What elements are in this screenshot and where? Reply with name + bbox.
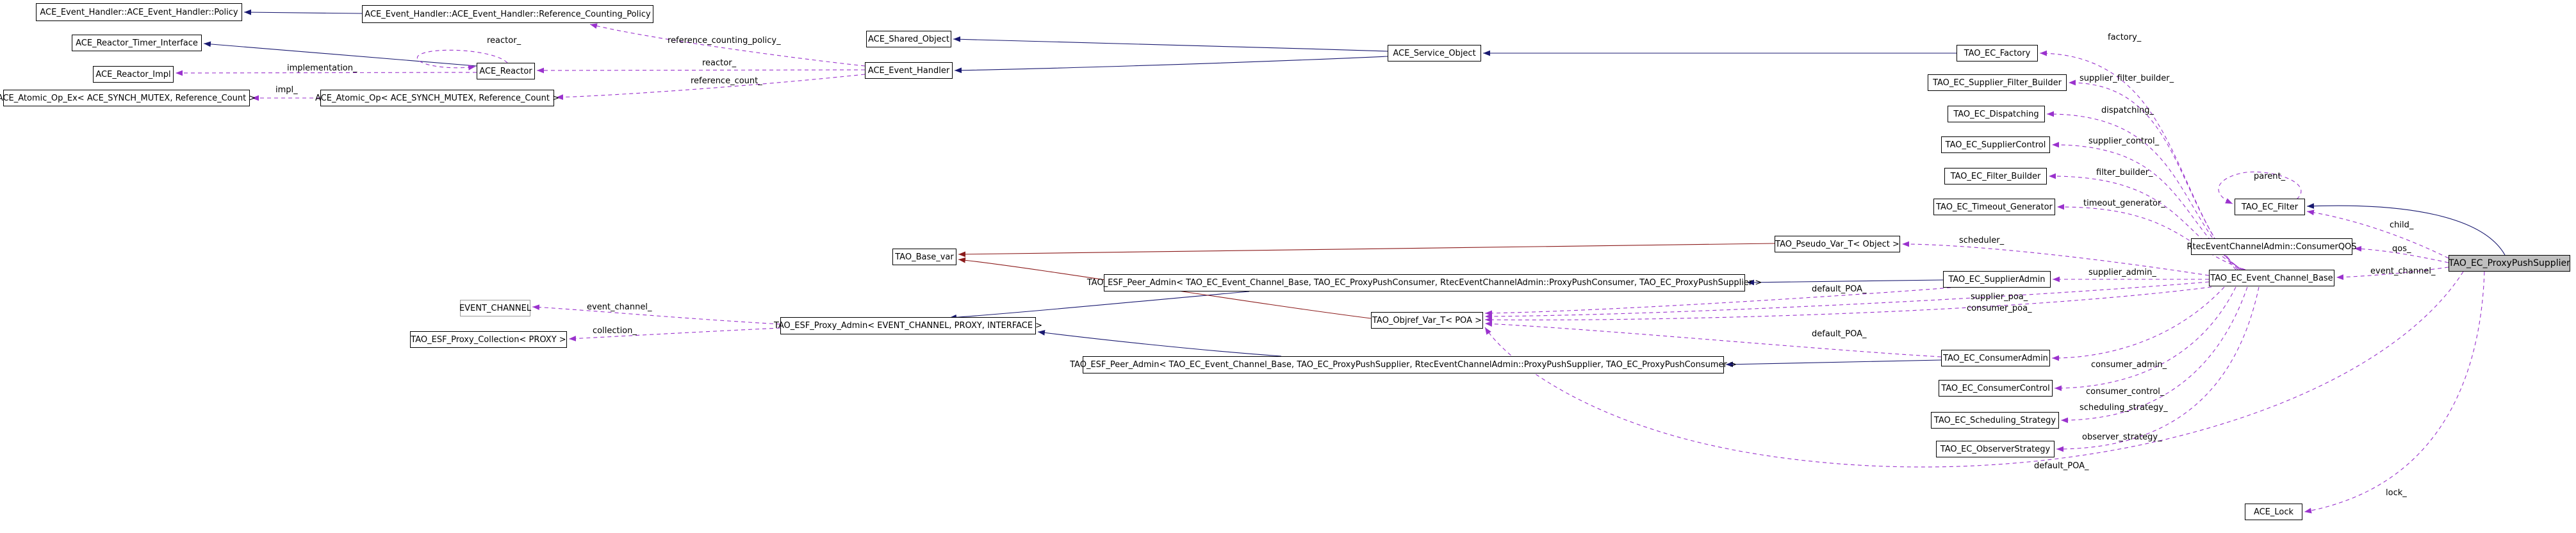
edge-label-reference-counting-policy: reference_counting_policy_ (668, 36, 781, 45)
edge-label-factory: factory_ (2108, 33, 2142, 42)
class-node-reference-counting-policy[interactable]: ACE_Event_Handler::ACE_Event_Handler::Re… (362, 5, 653, 23)
edge-inherit-reactor-timeriface (203, 41, 477, 67)
class-node-policy[interactable]: ACE_Event_Handler::ACE_Event_Handler::Po… (36, 3, 242, 21)
class-node-scheduling-strategy[interactable]: TAO_EC_Scheduling_Strategy (1931, 412, 2059, 429)
edge-usage-consumercontrol (2054, 286, 2236, 391)
edge-label-supplier-filter-builder: supplier_filter_builder_ (2080, 74, 2174, 83)
edge-label-observer-strategy: observer_strategy_ (2082, 432, 2162, 442)
class-node-event-channel-param[interactable]: EVENT_CHANNEL (459, 300, 531, 316)
edge-label-child: child_ (2390, 220, 2414, 230)
edge-usage-factory (2039, 50, 2236, 270)
class-node-ec-filter[interactable]: TAO_EC_Filter (2235, 199, 2305, 215)
edge-inherit-so-shared (953, 36, 1388, 52)
class-node-supplier-admin[interactable]: TAO_EC_SupplierAdmin (1943, 271, 2051, 288)
class-node-shared-object[interactable]: ACE_Shared_Object (866, 31, 951, 47)
edge-usage-schedulingstrategy (2060, 286, 2248, 423)
edge-label-supplier-admin: supplier_admin_ (2088, 268, 2156, 277)
edge-label-reactor-self: reactor_ (487, 36, 521, 45)
edge-label-consumer-control: consumer_control_ (2086, 387, 2165, 397)
edge-label-reactor: reactor_ (702, 58, 737, 68)
edge-label-parent-self: parent_ (2254, 172, 2286, 181)
edge-label-timeout-generator: timeout_generator_ (2083, 199, 2165, 208)
edge-label-consumer-poa: consumer_poa_ (1967, 304, 2032, 313)
edge-label-impl: impl_ (275, 85, 298, 95)
class-node-peer-admin-push-consumer[interactable]: TAO_ESF_Peer_Admin< TAO_EC_Event_Channel… (1087, 274, 1762, 291)
class-node-event-handler[interactable]: ACE_Event_Handler (865, 62, 953, 79)
class-node-timeout-generator[interactable]: TAO_EC_Timeout_Generator (1933, 199, 2055, 215)
edge-label-consumer-admin: consumer_admin_ (2091, 360, 2167, 370)
edge-label-collection: collection_ (593, 326, 637, 336)
edge-usage-lock (2304, 271, 2485, 514)
edge-label-reference-count: reference_count_ (691, 76, 762, 86)
class-node-supplier-filter-builder[interactable]: TAO_EC_Supplier_Filter_Builder (1928, 74, 2067, 91)
class-node-dispatching[interactable]: TAO_EC_Dispatching (1948, 106, 2045, 122)
edge-label-default-poa-supplier: default_POA_ (1812, 284, 1867, 294)
edge-usage-defaultpoa-consumer (1484, 321, 1942, 357)
class-node-service-object[interactable]: ACE_Service_Object (1388, 45, 1481, 62)
edge-usage-defaultpoa-supplier (1484, 287, 1951, 316)
edge-usage-eventchannel-proxyadmin (532, 304, 781, 325)
edge-label-scheduler: scheduler_ (1959, 236, 2005, 245)
class-node-filter-builder[interactable]: TAO_EC_Filter_Builder (1944, 168, 2047, 184)
edge-inherit-conadmin-peer2 (1725, 359, 1942, 368)
edge-label-supplier-control: supplier_control_ (2088, 136, 2160, 146)
class-node-ec-factory[interactable]: TAO_EC_Factory (1957, 45, 2038, 62)
edge-label-default-poa-pps: default_POA_ (2034, 461, 2089, 471)
class-node-reactor-timer-interface[interactable]: ACE_Reactor_Timer_Interface (72, 35, 202, 51)
edge-label-qos: qos_ (2392, 244, 2411, 254)
edge-label-lock: lock_ (2386, 488, 2407, 498)
class-node-observer-strategy[interactable]: TAO_EC_ObserverStrategy (1936, 441, 2055, 457)
class-node-consumer-control[interactable]: TAO_EC_ConsumerControl (1939, 380, 2053, 397)
edge-label-default-poa-consumer: default_POA_ (1812, 329, 1867, 339)
edge-inherit-supadmin-peer1 (1746, 279, 1944, 286)
class-node-proxy-collection[interactable]: TAO_ESF_Proxy_Collection< PROXY > (410, 331, 567, 348)
class-node-consumer-qos[interactable]: RtecEventChannelAdmin::ConsumerQOS (2186, 238, 2357, 255)
edge-inherit-so-eh (954, 56, 1388, 74)
class-node-peer-admin-push-supplier[interactable]: TAO_ESF_Peer_Admin< TAO_EC_Event_Channel… (1070, 356, 1737, 373)
edge-label-event-channel-pps: event_channel_ (2370, 266, 2436, 276)
edge-inherit-rcp-policy (243, 9, 363, 15)
class-node-consumer-admin[interactable]: TAO_EC_ConsumerAdmin (1941, 350, 2050, 366)
class-node-reactor-impl[interactable]: ACE_Reactor_Impl (93, 66, 174, 83)
edge-usage-consumeradmin (2051, 286, 2225, 361)
class-node-base-var[interactable]: TAO_Base_var (892, 249, 956, 265)
class-node-pseudo-var-object[interactable]: TAO_Pseudo_Var_T< Object > (1775, 236, 1900, 252)
class-node-atomic-op[interactable]: ACE_Atomic_Op< ACE_SYNCH_MUTEX, Referenc… (315, 90, 559, 106)
edge-inherit-pseudovar-basevar (958, 243, 1775, 258)
class-node-supplier-control[interactable]: TAO_EC_SupplierControl (1941, 136, 2050, 153)
class-node-lock[interactable]: ACE_Lock (2245, 504, 2302, 520)
edge-label-scheduling-strategy: scheduling_strategy_ (2080, 403, 2168, 413)
class-node-event-channel-base[interactable]: TAO_EC_Event_Channel_Base (2209, 270, 2334, 286)
class-node-atomic-op-ex[interactable]: ACE_Atomic_Op_Ex< ACE_SYNCH_MUTEX, Refer… (0, 90, 256, 106)
edge-label-event-channel-proxyadmin: event_channel_ (587, 302, 652, 312)
edge-label-dispatching: dispatching_ (2101, 106, 2154, 115)
edge-label-supplier-poa: supplier_poa_ (1971, 292, 2028, 302)
class-node-reactor[interactable]: ACE_Reactor (477, 63, 535, 79)
class-node-objref-var-poa[interactable]: TAO_Objref_Var_T< POA > (1371, 312, 1483, 329)
class-node-proxy-push-supplier[interactable]: TAO_EC_ProxyPushSupplier (2449, 255, 2570, 272)
class-node-esf-proxy-admin[interactable]: TAO_ESF_Proxy_Admin< EVENT_CHANNEL, PROX… (774, 317, 1042, 334)
edge-label-filter-builder: filter_builder_ (2096, 168, 2153, 177)
edge-inherit-peer2-proxyadmin (1037, 329, 1282, 357)
edge-label-implementation: implementation_ (287, 63, 357, 73)
edge-usage-filterbuilder (2048, 173, 2244, 270)
edge-inherit-peer1-proxyadmin (949, 291, 1250, 320)
